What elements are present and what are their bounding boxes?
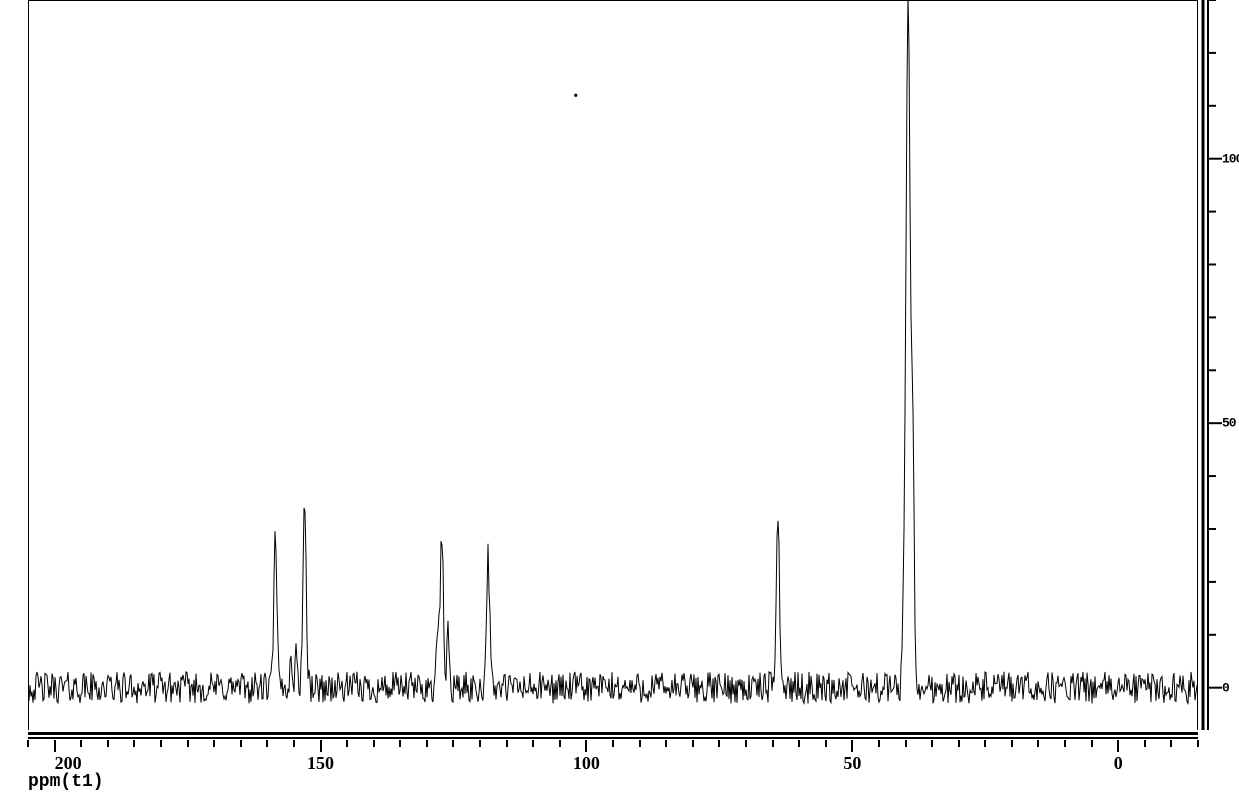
x-minor-tick <box>266 740 268 747</box>
x-minor-tick <box>639 740 641 747</box>
x-minor-tick <box>1197 740 1199 747</box>
x-tick-label: 0 <box>1114 753 1123 774</box>
x-minor-tick <box>1064 740 1066 747</box>
x-major-tick <box>54 740 56 752</box>
x-minor-tick <box>1037 740 1039 747</box>
x-major-tick <box>1117 740 1119 752</box>
x-minor-tick <box>240 740 242 747</box>
x-minor-tick <box>293 740 295 747</box>
spectrum-trace <box>28 0 1198 703</box>
dot-marker <box>574 94 577 97</box>
spectrum-plot <box>28 0 1198 730</box>
x-tick-label: 150 <box>307 753 334 774</box>
x-minor-tick <box>133 740 135 747</box>
x-minor-tick <box>452 740 454 747</box>
x-tick-label: 50 <box>843 753 861 774</box>
x-axis-label: ppm(t1) <box>28 772 104 792</box>
page: 200 150 100 50 0 ppm(t1) 0 50 100 <box>0 0 1239 794</box>
x-major-tick <box>320 740 322 752</box>
x-minor-tick <box>479 740 481 747</box>
x-minor-tick <box>718 740 720 747</box>
x-minor-tick <box>878 740 880 747</box>
x-minor-tick <box>426 740 428 747</box>
x-minor-tick <box>160 740 162 747</box>
x-minor-tick <box>772 740 774 747</box>
x-minor-tick <box>825 740 827 747</box>
x-minor-tick <box>612 740 614 747</box>
x-minor-tick <box>665 740 667 747</box>
x-minor-tick <box>931 740 933 747</box>
y-axis-right <box>1200 0 1238 730</box>
x-minor-tick <box>506 740 508 747</box>
x-minor-tick <box>1091 740 1093 747</box>
y-tick-label: 0 <box>1222 680 1229 695</box>
y-tick-label: 50 <box>1222 416 1236 431</box>
x-minor-tick <box>958 740 960 747</box>
x-tick-label: 200 <box>55 753 82 774</box>
x-minor-tick <box>80 740 82 747</box>
x-minor-tick <box>1144 740 1146 747</box>
x-minor-tick <box>107 740 109 747</box>
x-minor-tick <box>346 740 348 747</box>
x-minor-tick <box>213 740 215 747</box>
x-minor-tick <box>798 740 800 747</box>
x-minor-tick <box>692 740 694 747</box>
x-minor-tick <box>745 740 747 747</box>
x-minor-tick <box>559 740 561 747</box>
y-tick-label: 100 <box>1222 151 1239 166</box>
x-minor-tick <box>532 740 534 747</box>
x-minor-tick <box>373 740 375 747</box>
x-minor-tick <box>984 740 986 747</box>
x-minor-tick <box>27 740 29 747</box>
x-minor-tick <box>1011 740 1013 747</box>
x-tick-label: 100 <box>573 753 600 774</box>
x-minor-tick <box>399 740 401 747</box>
x-major-tick <box>851 740 853 752</box>
x-major-tick <box>585 740 587 752</box>
x-minor-tick <box>1170 740 1172 747</box>
x-minor-tick <box>905 740 907 747</box>
x-minor-tick <box>187 740 189 747</box>
